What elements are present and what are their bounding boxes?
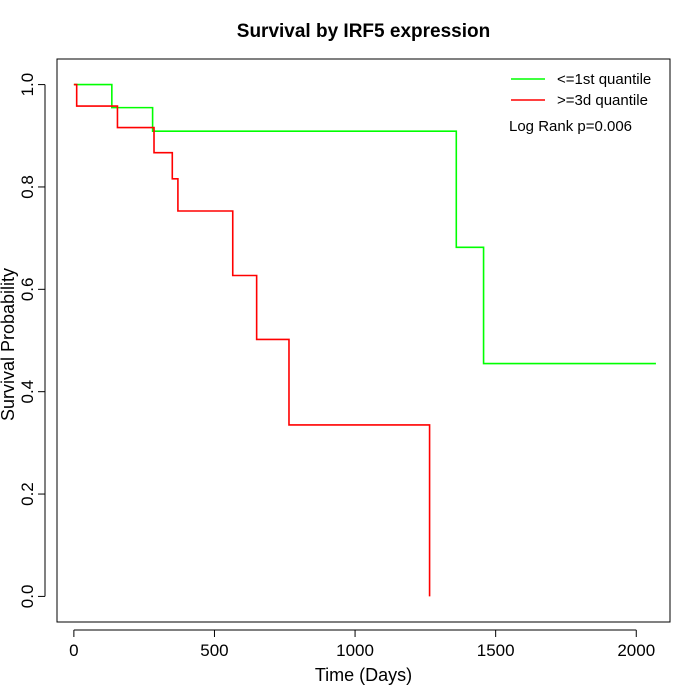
- series-group: [73, 83, 656, 597]
- y-axis: 0.0 0.2 0.4 0.6 0.8 1.0: [18, 73, 46, 609]
- y-tick-label: 0.6: [18, 277, 37, 301]
- y-tick-label: 0.8: [18, 175, 37, 199]
- legend-label: >=3d quantile: [557, 92, 648, 109]
- x-tick-label: 1000: [336, 641, 374, 660]
- legend-label: <=1st quantile: [557, 71, 651, 88]
- x-tick-label: 2000: [617, 641, 655, 660]
- y-tick-label: 0.4: [18, 380, 37, 404]
- x-axis: 0 500 1000 1500 2000: [69, 629, 655, 660]
- series-line-1: [73, 83, 431, 597]
- y-tick-label: 0.0: [18, 585, 37, 609]
- y-tick-label: 1.0: [18, 73, 37, 97]
- x-tick-label: 500: [200, 641, 228, 660]
- log-rank-annotation: Log Rank p=0.006: [509, 118, 632, 135]
- x-tick-label: 0: [69, 641, 78, 660]
- plot-frame: [56, 58, 671, 623]
- x-axis-label: Time (Days): [315, 665, 412, 685]
- legend: <=1st quantile >=3d quantile: [511, 71, 651, 109]
- series-line-0: [73, 83, 656, 365]
- y-tick-label: 0.2: [18, 482, 37, 506]
- y-axis-label: Survival Probability: [0, 268, 18, 421]
- chart-title: Survival by IRF5 expression: [237, 21, 490, 42]
- x-tick-label: 1500: [477, 641, 515, 660]
